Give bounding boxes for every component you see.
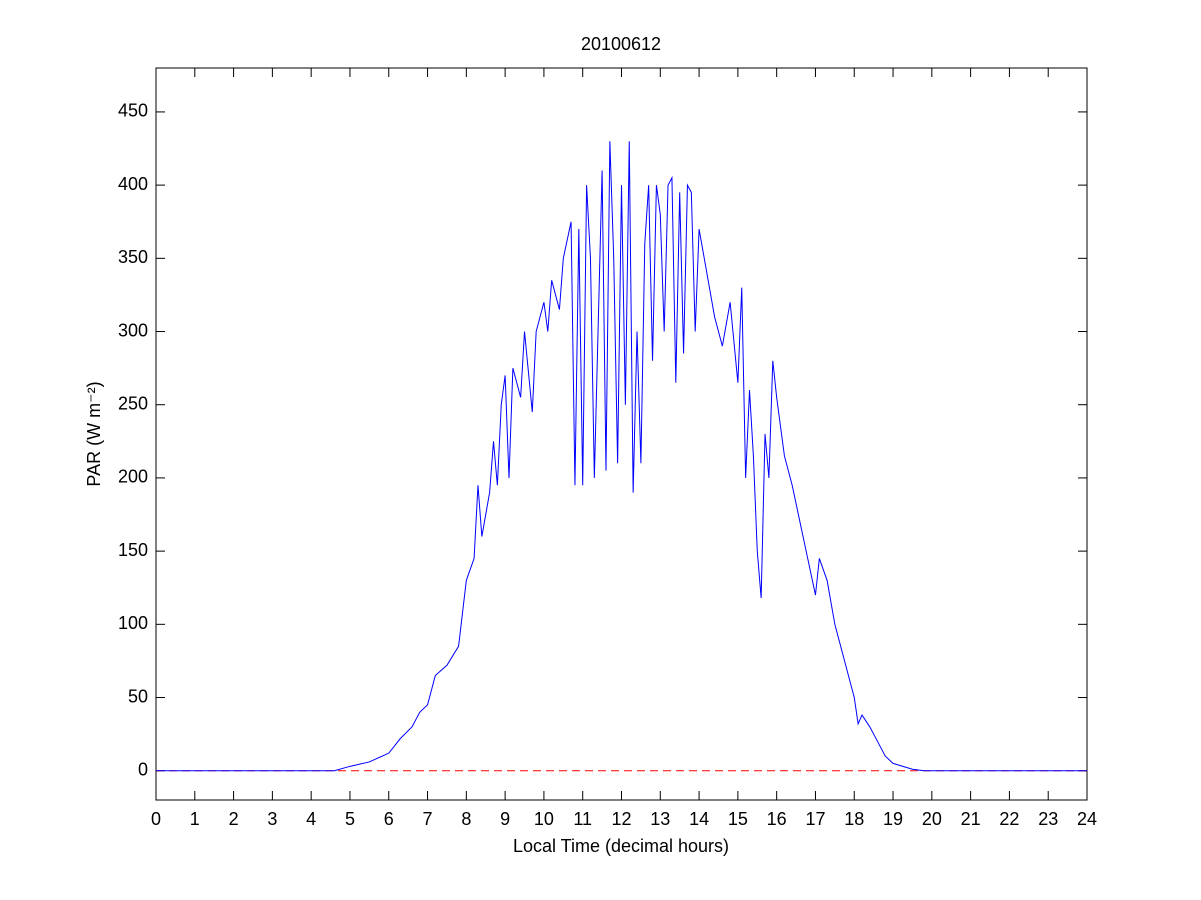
y-tick-label: 400 <box>118 174 148 194</box>
x-tick-label: 15 <box>728 809 748 829</box>
x-tick-label: 10 <box>534 809 554 829</box>
chart-title: 20100612 <box>581 34 661 54</box>
x-tick-label: 12 <box>611 809 631 829</box>
data-line <box>156 141 1087 772</box>
x-tick-label: 8 <box>461 809 471 829</box>
x-tick-label: 5 <box>345 809 355 829</box>
x-tick-label: 1 <box>190 809 200 829</box>
y-tick-label: 200 <box>118 467 148 487</box>
x-tick-label: 22 <box>999 809 1019 829</box>
y-tick-label: 100 <box>118 613 148 633</box>
x-tick-label: 24 <box>1077 809 1097 829</box>
x-tick-label: 23 <box>1038 809 1058 829</box>
x-tick-label: 4 <box>306 809 316 829</box>
y-tick-label: 450 <box>118 101 148 121</box>
x-tick-label: 19 <box>883 809 903 829</box>
x-tick-label: 21 <box>961 809 981 829</box>
x-tick-label: 20 <box>922 809 942 829</box>
x-tick-label: 17 <box>805 809 825 829</box>
y-tick-label: 0 <box>138 759 148 779</box>
x-tick-label: 2 <box>229 809 239 829</box>
x-tick-label: 6 <box>384 809 394 829</box>
x-tick-label: 11 <box>573 809 592 829</box>
x-axis-label: Local Time (decimal hours) <box>513 836 729 856</box>
x-tick-label: 18 <box>844 809 864 829</box>
x-tick-label: 3 <box>267 809 277 829</box>
y-tick-label: 250 <box>118 393 148 413</box>
x-tick-label: 9 <box>500 809 510 829</box>
x-tick-label: 0 <box>151 809 161 829</box>
x-tick-label: 13 <box>650 809 670 829</box>
y-tick-label: 350 <box>118 247 148 267</box>
y-axis-label: PAR (W m⁻²) <box>84 381 104 486</box>
y-tick-label: 150 <box>118 540 148 560</box>
y-tick-label: 50 <box>128 686 148 706</box>
y-tick-label: 300 <box>118 320 148 340</box>
x-tick-label: 14 <box>689 809 709 829</box>
x-tick-label: 16 <box>767 809 787 829</box>
x-tick-label: 7 <box>423 809 433 829</box>
